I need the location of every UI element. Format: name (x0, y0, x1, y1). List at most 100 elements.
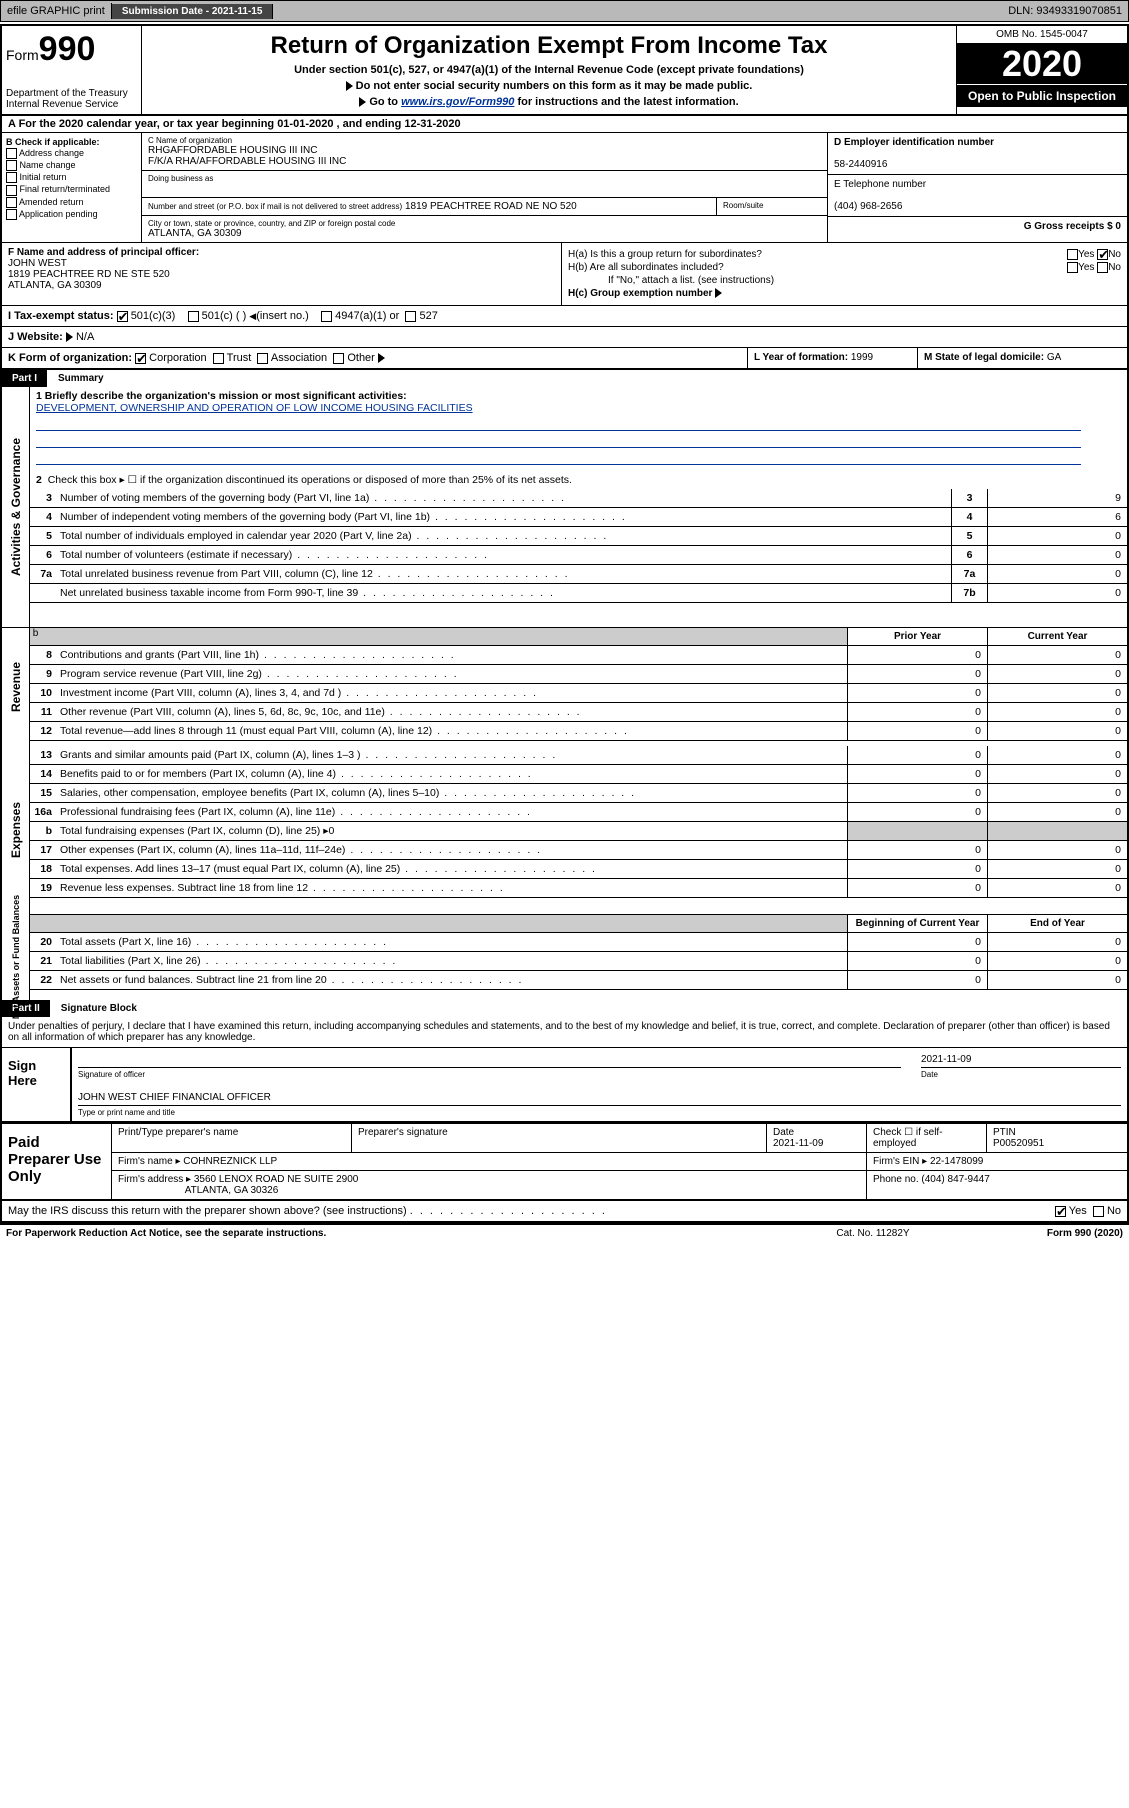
firm-addr2: ATLANTA, GA 30326 (185, 1185, 279, 1196)
line-ref: 5 (951, 527, 987, 545)
line-text: Total unrelated business revenue from Pa… (56, 565, 951, 583)
sidebar-gov-text: Activities & Governance (9, 438, 23, 576)
prep-sig-header: Preparer's signature (352, 1124, 767, 1152)
irs-link[interactable]: www.irs.gov/Form990 (401, 96, 514, 108)
domicile-value: GA (1047, 352, 1061, 363)
domicile-label: M State of legal domicile: (924, 352, 1044, 363)
checkbox-application-pending[interactable] (6, 209, 17, 220)
opt-501c: 501(c) ( ) (202, 310, 247, 322)
checkbox-ha-no[interactable] (1097, 249, 1108, 260)
yes-label: Yes (1078, 249, 1094, 260)
current-year-header: Current Year (987, 628, 1127, 645)
part-2-header: Part II Signature Block (2, 1000, 1127, 1017)
line-text: Investment income (Part VIII, column (A)… (56, 684, 847, 702)
header-middle: Return of Organization Exempt From Incom… (142, 26, 957, 114)
page-footer: For Paperwork Reduction Act Notice, see … (0, 1225, 1129, 1242)
org-name-row: C Name of organization RHGAFFORDABLE HOU… (142, 133, 827, 171)
line-number: 22 (30, 971, 56, 989)
line-number: 15 (30, 784, 56, 802)
checkbox-amended-return[interactable] (6, 197, 17, 208)
line-number: 14 (30, 765, 56, 783)
yes-label: Yes (1078, 262, 1094, 273)
opt-501c3: 501(c)(3) (131, 310, 176, 322)
expense-line: 18 Total expenses. Add lines 13–17 (must… (30, 860, 1127, 879)
netassets-section: Net Assets or Fund Balances Beginning of… (2, 914, 1127, 1000)
dots (410, 1205, 607, 1217)
street-value: 1819 PEACHTREE ROAD NE NO 520 (405, 201, 577, 212)
name-line: JOHN WEST CHIEF FINANCIAL OFFICER (78, 1090, 1121, 1106)
beginning-year-header: Beginning of Current Year (847, 915, 987, 932)
line-ref: 7b (951, 584, 987, 602)
line-value: 0 (987, 584, 1127, 602)
prior-value: 0 (847, 879, 987, 897)
preparer-label: Paid Preparer Use Only (2, 1124, 112, 1199)
opt-other: Other (347, 352, 375, 364)
line-text: Benefits paid to or for members (Part IX… (56, 765, 847, 783)
type-name-label: Type or print name and title (78, 1108, 1121, 1117)
discuss-row: May the IRS discuss this return with the… (2, 1201, 1127, 1223)
checkbox-trust[interactable] (213, 353, 224, 364)
line-number: 3 (30, 489, 56, 507)
mission-question: 1 Briefly describe the organization's mi… (36, 390, 407, 402)
checkbox-discuss-no[interactable] (1093, 1206, 1104, 1217)
sections-f-h: F Name and address of principal officer:… (2, 243, 1127, 306)
form-number: 990 (39, 30, 96, 68)
firm-addr-cell: Firm's address ▸ 3560 LENOX ROAD NE SUIT… (112, 1171, 867, 1199)
line-text: Salaries, other compensation, employee b… (56, 784, 847, 802)
checkbox-association[interactable] (257, 353, 268, 364)
checkbox-501c3[interactable] (117, 311, 128, 322)
line-text: Other expenses (Part IX, column (A), lin… (56, 841, 847, 859)
checkbox-501c[interactable] (188, 311, 199, 322)
triangle-icon (66, 332, 73, 342)
tax-status-label: I Tax-exempt status: (8, 310, 114, 322)
no-label: No (1107, 1205, 1121, 1217)
checkbox-discuss-yes[interactable] (1055, 1206, 1066, 1217)
prep-row-1: Print/Type preparer's name Preparer's si… (112, 1124, 1127, 1153)
spacer (30, 915, 847, 932)
sections-d-e-g: D Employer identification number 58-2440… (827, 133, 1127, 242)
prior-value: 0 (847, 703, 987, 721)
open-inspection: Open to Public Inspection (957, 84, 1127, 107)
gov-line: 7a Total unrelated business revenue from… (30, 565, 1127, 584)
checkbox-4947[interactable] (321, 311, 332, 322)
officer-addr2: ATLANTA, GA 30309 (8, 280, 102, 291)
current-value: 0 (987, 684, 1127, 702)
checkbox-final-return[interactable] (6, 185, 17, 196)
goto-pre: Go to (369, 96, 401, 108)
checkbox-other[interactable] (333, 353, 344, 364)
expense-line: 13 Grants and similar amounts paid (Part… (30, 746, 1127, 765)
dept-label: Department of the Treasury Internal Reve… (6, 88, 137, 110)
goto-line: Go to www.irs.gov/Form990 for instructio… (152, 96, 946, 108)
form-frame: Form990 Department of the Treasury Inter… (0, 24, 1129, 1225)
checkbox-corporation[interactable] (135, 353, 146, 364)
checkbox-hb-yes[interactable] (1067, 262, 1078, 273)
expense-line: 15 Salaries, other compensation, employe… (30, 784, 1127, 803)
section-g: G Gross receipts $ 0 (828, 217, 1127, 242)
prior-value: 0 (847, 803, 987, 821)
ptin-label: PTIN (993, 1127, 1016, 1138)
part-1-label: Part I (2, 370, 48, 387)
triangle-icon (359, 97, 366, 107)
opt-527: 527 (419, 310, 437, 322)
checkbox-527[interactable] (405, 311, 416, 322)
opt-application-pending: Application pending (19, 209, 98, 219)
checkbox-address-change[interactable] (6, 148, 17, 159)
dba-label: Doing business as (148, 174, 821, 183)
self-employed-cell: Check ☐ if self-employed (867, 1124, 987, 1152)
line-text: Revenue less expenses. Subtract line 18 … (56, 879, 847, 897)
date-line: 2021-11-09 (921, 1052, 1121, 1068)
header-left: Form990 Department of the Treasury Inter… (2, 26, 142, 114)
row-j-website: J Website: N/A (2, 327, 1127, 348)
checkbox-ha-yes[interactable] (1067, 249, 1078, 260)
checkbox-initial-return[interactable] (6, 172, 17, 183)
opt-address-change: Address change (19, 148, 84, 158)
line-number: 10 (30, 684, 56, 702)
underline (36, 417, 1081, 431)
line-value: 6 (987, 508, 1127, 526)
current-value: 0 (987, 784, 1127, 802)
checkbox-name-change[interactable] (6, 160, 17, 171)
year-formation-label: L Year of formation: (754, 352, 848, 363)
current-value: 0 (987, 646, 1127, 664)
checkbox-hb-no[interactable] (1097, 262, 1108, 273)
form-org-label: K Form of organization: (8, 352, 132, 364)
